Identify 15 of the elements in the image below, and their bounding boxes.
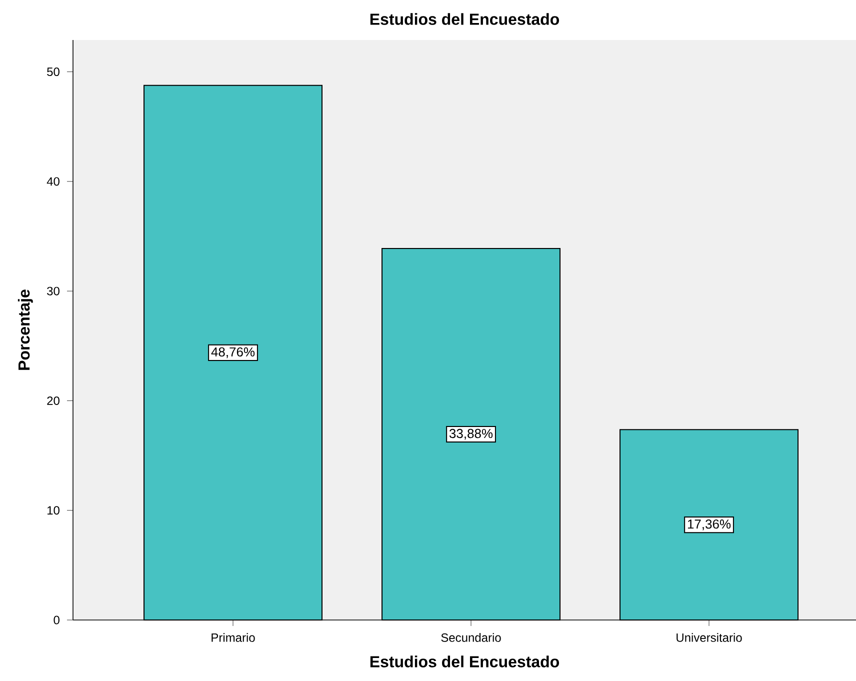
data-label: 48,76% <box>211 347 255 358</box>
x-tick-label: Secundario <box>441 633 501 642</box>
chart-title: Estudios del Encuestado <box>370 13 560 25</box>
x-tick-label: Primario <box>212 633 255 642</box>
y-tick-label: 10 <box>47 506 60 515</box>
y-tick-label: 50 <box>47 68 60 76</box>
data-label: 17,36% <box>688 519 731 530</box>
data-label: 33,88% <box>449 428 493 440</box>
y-tick-label: 20 <box>47 396 60 405</box>
x-axis-title: Estudios del Encuestado <box>370 656 560 668</box>
y-tick-label: 0 <box>54 616 60 624</box>
y-axis-title: Porcentaje <box>18 290 33 370</box>
y-tick-label: 40 <box>46 177 60 186</box>
y-tick-label: 30 <box>47 286 60 296</box>
x-tick-label: Universitario <box>676 633 742 642</box>
